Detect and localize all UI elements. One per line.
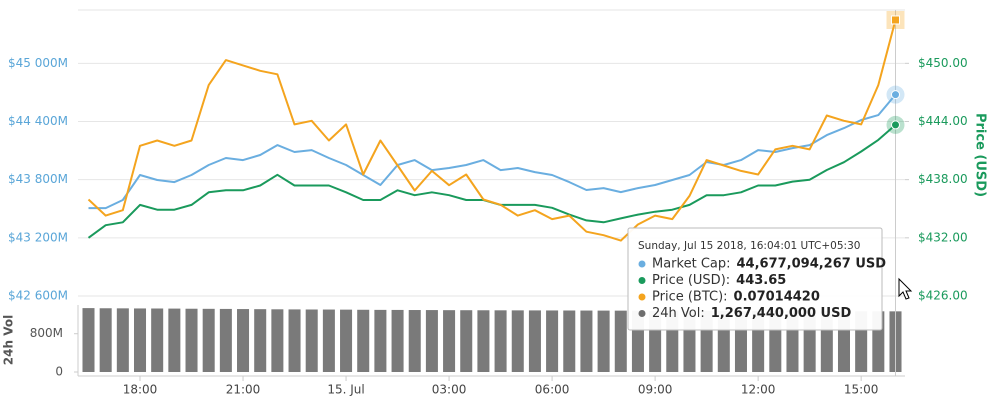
volume-bar (477, 310, 490, 372)
y-tick-label: $44 400M (8, 114, 68, 128)
series-line (87, 124, 897, 239)
tooltip-label: 24h Vol: (652, 306, 705, 321)
tooltip-label: Price (USD): (652, 273, 730, 288)
mouse-cursor (898, 277, 913, 300)
grid (74, 9, 909, 381)
volume-bar (374, 309, 387, 372)
tooltip-label: Market Cap: (652, 257, 731, 272)
hover-marker (891, 90, 900, 100)
volume-bar (254, 309, 267, 372)
x-tick-label: 18:00 (123, 383, 158, 397)
volume-bar (237, 309, 250, 372)
y-tick-label: $45 000M (8, 56, 68, 70)
tooltip-box (627, 227, 883, 331)
hover-marker (891, 15, 900, 25)
volume-bar (168, 308, 181, 372)
volume-bar (185, 308, 198, 372)
volume-bar (151, 308, 164, 372)
x-tick-label: 12:00 (741, 383, 776, 397)
volume-bar (580, 310, 593, 372)
volume-bar (99, 308, 112, 372)
volume-bar (391, 309, 404, 372)
tooltip: Sunday, Jul 15 2018, 16:04:01 UTC+05:30 M… (627, 227, 887, 331)
tooltip-value: 44,677,094,267 USD (737, 257, 887, 272)
tooltip-header: Sunday, Jul 15 2018, 16:04:01 UTC+05:30 (638, 240, 860, 252)
volume-bar (202, 308, 215, 372)
x-tick-label: 03:00 (432, 383, 467, 397)
x-tick-label: 21:00 (226, 383, 261, 397)
volume-bar (322, 309, 335, 372)
volume-bar (546, 310, 559, 372)
series-line (87, 19, 897, 242)
x-tick-label: 15:00 (844, 383, 879, 397)
hover-marker (891, 120, 900, 130)
tooltip-dot (638, 260, 646, 268)
volume-bar (340, 309, 353, 372)
x-tick-label: 09:00 (638, 383, 673, 397)
y2-tick-label: $438.00 (918, 172, 968, 186)
volume-bar (271, 309, 284, 372)
volume-bar (357, 309, 370, 372)
volume-bar (563, 310, 576, 372)
y2-tick-label: $432.00 (918, 230, 968, 244)
y2-tick-label: $450.00 (918, 56, 968, 70)
tooltip-value: 0.07014420 (734, 290, 820, 305)
volume-bar (116, 308, 129, 372)
y2-tick-label: $426.00 (918, 289, 968, 303)
y-tick-label: $43 800M (8, 172, 68, 186)
volume-tick-label: 800M (30, 326, 63, 340)
volume-bar (408, 310, 421, 372)
volume-bar (305, 309, 318, 372)
labels: $42 600M $43 200M $43 800M $44 400M $45 000M… (8, 56, 968, 397)
x-tick-label: 06:00 (535, 383, 570, 397)
tooltip-value: 443.65 (736, 273, 786, 288)
volume-bar (425, 310, 438, 372)
volume-axis-title: 24h Vol (2, 315, 16, 365)
y-tick-label: $43 200M (8, 230, 68, 244)
y2-tick-label: $444.00 (918, 114, 968, 128)
tooltip-dot (638, 293, 646, 301)
volume-bar (288, 309, 301, 372)
volume-bar (460, 310, 473, 372)
tooltip-dot (638, 277, 646, 284)
tooltip-dot (638, 310, 646, 317)
volume-bar (597, 310, 610, 372)
volume-bar (494, 310, 507, 372)
tooltip-label: Price (BTC): (652, 290, 728, 305)
series-line (88, 93, 897, 210)
y2-axis-title: Price (USD) (973, 113, 988, 197)
volume-bar (614, 310, 627, 372)
tooltip-value: 1,267,440,000 USD (711, 306, 852, 321)
volume-bar (511, 310, 524, 372)
y-tick-label: $42 600M (8, 289, 68, 303)
volume-bar (82, 308, 95, 372)
volume-tick-label: 0 (55, 365, 63, 379)
volume-bar (134, 308, 147, 372)
volume-bar (219, 308, 232, 372)
volume-bar (443, 310, 456, 372)
x-tick-label: 15. Jul (327, 383, 364, 397)
volume-bar (528, 310, 541, 372)
